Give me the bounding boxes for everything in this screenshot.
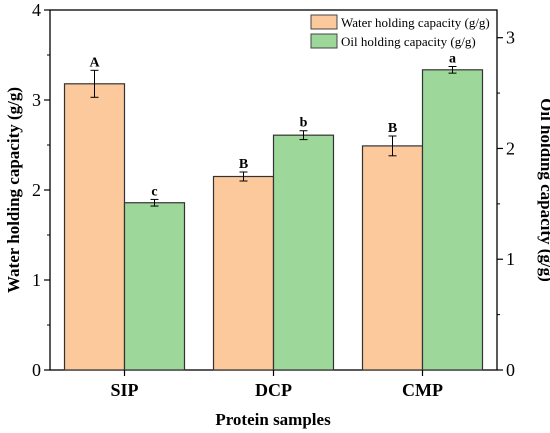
bar-oil-sip: [123, 202, 186, 371]
bar-oil-cmp: [421, 69, 484, 371]
bar-water-cmp: [361, 145, 424, 371]
y-left-tick-label-2: 2: [32, 180, 41, 200]
legend-label-oil: Oil holding capacity (g/g): [341, 34, 476, 49]
bars-group: Ac Bb Ba: [63, 51, 484, 371]
y-left-tick-label-4: 4: [32, 0, 41, 20]
x-tick-label-cmp: CMP: [402, 380, 443, 400]
sig-letter-water-cmp: B: [388, 121, 397, 136]
bar-oil-dcp: [272, 134, 335, 371]
legend-swatch-water: [310, 14, 338, 30]
x-tick-label-dcp: DCP: [255, 380, 292, 400]
y-right-tick-label-0: 0: [506, 360, 515, 380]
y-right-tick-label-3: 3: [506, 28, 515, 48]
x-axis-title: Protein samples: [215, 410, 331, 429]
y-right-tick-label-2: 2: [506, 138, 515, 158]
sig-letter-water-sip: A: [89, 55, 100, 70]
y-left-tick-label-3: 3: [32, 90, 41, 110]
x-tick-label-sip: SIP: [110, 380, 138, 400]
y-axis-title-right: Oil holding capacity (g/g): [537, 98, 550, 282]
y-axis-title-left: Water holding capacity (g/g): [4, 87, 23, 293]
y-right-tick-label-1: 1: [506, 249, 515, 269]
bar-water-dcp: [212, 175, 275, 371]
sig-letter-water-dcp: B: [239, 157, 248, 172]
sig-letter-oil-dcp: b: [300, 116, 308, 131]
legend-swatch-oil: [310, 33, 338, 49]
legend-label-water: Water holding capacity (g/g): [341, 15, 490, 30]
bar-water-sip: [63, 83, 126, 371]
y-left-tick-label-1: 1: [32, 270, 41, 290]
y-left-tick-label-0: 0: [32, 360, 41, 380]
legend: Water holding capacity (g/g) Oil holding…: [310, 14, 490, 49]
sig-letter-oil-sip: c: [151, 184, 157, 199]
sig-letter-oil-cmp: a: [449, 51, 456, 66]
axes-group: SIP DCP CMP 0 1 2 3 4 0 1 2 3: [32, 0, 515, 400]
